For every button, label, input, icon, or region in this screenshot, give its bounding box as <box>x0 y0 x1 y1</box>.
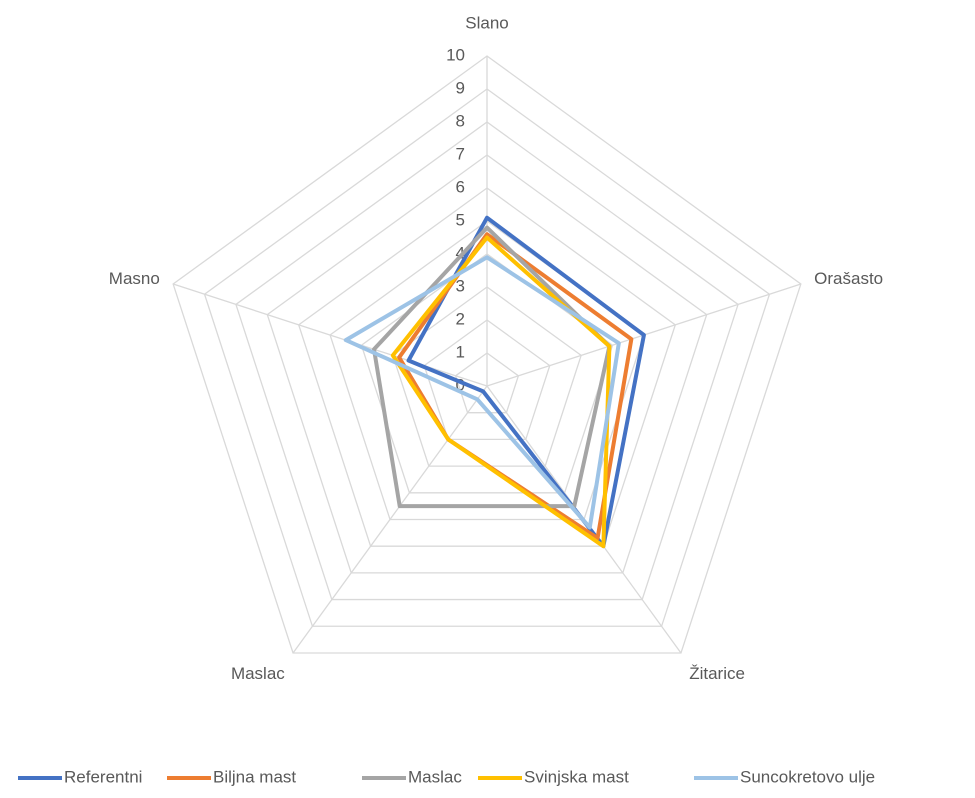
series-line <box>406 215 646 549</box>
r-tick-label: 10 <box>446 45 465 64</box>
grid-line <box>172 55 802 654</box>
grid-line <box>266 154 708 574</box>
grid-line <box>235 121 739 601</box>
spoke <box>292 385 488 654</box>
legend-label: Referentni <box>64 767 142 786</box>
grid-line <box>297 187 677 547</box>
grid-line <box>203 88 771 627</box>
legend-label: Biljna mast <box>213 767 296 786</box>
r-tick-label: 0 <box>456 375 465 394</box>
r-tick-label: 5 <box>456 210 465 229</box>
category-label: Žitarice <box>689 664 745 683</box>
category-label: Maslac <box>231 664 285 683</box>
category-label: Masno <box>109 269 160 288</box>
legend-label: Svinjska mast <box>524 767 629 786</box>
legend-label: Maslac <box>408 767 462 786</box>
r-tick-label: 4 <box>456 243 465 262</box>
category-label: Slano <box>465 13 508 32</box>
r-tick-label: 2 <box>456 309 465 328</box>
r-tick-label: 8 <box>456 111 465 130</box>
grid-line <box>423 319 551 441</box>
r-tick-label: 3 <box>456 276 465 295</box>
r-tick-label: 7 <box>456 144 465 163</box>
r-tick-label: 9 <box>456 78 465 97</box>
spoke <box>172 283 488 387</box>
series-line <box>343 255 621 530</box>
legend-label: Suncokretovo ulje <box>740 767 875 786</box>
r-tick-label: 1 <box>456 342 465 361</box>
series-line <box>390 235 612 549</box>
category-label: Orašasto <box>814 269 883 288</box>
r-tick-label: 6 <box>456 177 465 196</box>
